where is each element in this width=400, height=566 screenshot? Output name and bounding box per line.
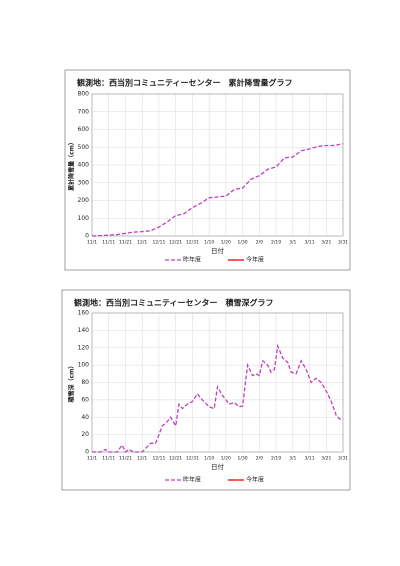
x-tick-label: 1/10 <box>204 240 214 246</box>
y-tick-label: 160 <box>78 310 90 317</box>
x-tick-label: 11/11 <box>102 240 115 246</box>
x-tick-label: 12/31 <box>186 456 199 462</box>
x-tick-label: 3/31 <box>338 240 348 246</box>
x-tick-label: 12/31 <box>186 240 199 246</box>
y-tick-label: 600 <box>78 126 90 133</box>
x-axis-label: 日付 <box>211 462 225 471</box>
legend-label: 昨年度 <box>183 476 201 484</box>
chart-box <box>61 289 351 491</box>
y-tick-label: 500 <box>78 144 90 151</box>
y-tick-label: 120 <box>78 344 90 351</box>
legend-label: 昨年度 <box>183 256 201 264</box>
x-tick-label: 2/19 <box>271 456 281 462</box>
x-tick-label: 11/21 <box>119 240 132 246</box>
y-tick-label: 100 <box>78 215 90 222</box>
data-line <box>91 143 344 237</box>
x-tick-label: 3/31 <box>338 456 348 462</box>
plot-frame <box>91 93 344 237</box>
y-tick-label: 60 <box>81 396 89 403</box>
chart-box <box>64 69 351 271</box>
x-tick-label: 3/21 <box>321 240 331 246</box>
x-tick-label: 3/1 <box>289 456 296 462</box>
x-tick-label: 1/20 <box>221 240 231 246</box>
legend-label: 今年度 <box>246 476 264 484</box>
y-tick-label: 700 <box>78 108 90 115</box>
x-tick-label: 11/21 <box>119 456 132 462</box>
x-tick-label: 12/1 <box>137 240 147 246</box>
x-tick-label: 3/11 <box>304 456 314 462</box>
chart-title: 観測地：西当別コミュニティーセンター 積雪深グラフ <box>74 298 274 308</box>
y-tick-label: 80 <box>81 379 89 386</box>
x-tick-label: 2/9 <box>256 240 263 246</box>
y-tick-label: 400 <box>78 162 90 169</box>
x-tick-label: 1/30 <box>238 456 248 462</box>
y-axis-label: 累計降雪量（cm） <box>68 139 76 191</box>
x-tick-label: 11/11 <box>102 456 115 462</box>
chart-title: 観測地：西当別コミュニティーセンター 累計降雪量グラフ <box>77 78 293 88</box>
x-axis-label: 日付 <box>211 246 225 255</box>
y-axis-label: 積雪深（cm） <box>68 363 76 404</box>
x-tick-label: 3/1 <box>289 240 296 246</box>
x-tick-label: 11/1 <box>87 456 97 462</box>
y-tick-label: 140 <box>78 327 90 334</box>
legend-label: 今年度 <box>246 256 264 264</box>
x-tick-label: 12/1 <box>137 456 147 462</box>
y-tick-label: 100 <box>78 362 90 369</box>
y-tick-label: 0 <box>85 233 89 240</box>
y-tick-label: 20 <box>81 431 89 438</box>
x-tick-label: 12/11 <box>152 240 165 246</box>
x-tick-label: 1/10 <box>204 456 214 462</box>
x-tick-label: 2/19 <box>271 240 281 246</box>
y-tick-label: 200 <box>78 197 90 204</box>
x-tick-label: 1/20 <box>221 456 231 462</box>
x-tick-label: 3/11 <box>304 240 314 246</box>
y-tick-label: 300 <box>78 179 90 186</box>
x-tick-label: 2/9 <box>256 456 263 462</box>
y-tick-label: 0 <box>85 449 89 456</box>
x-tick-label: 11/1 <box>87 240 97 246</box>
x-tick-label: 12/21 <box>169 240 182 246</box>
x-tick-label: 1/30 <box>238 240 248 246</box>
x-tick-label: 3/21 <box>321 456 331 462</box>
plot-frame <box>91 312 344 453</box>
y-tick-label: 800 <box>78 91 90 98</box>
y-tick-label: 40 <box>81 414 89 421</box>
x-tick-label: 12/21 <box>169 456 182 462</box>
x-tick-label: 12/11 <box>152 456 165 462</box>
